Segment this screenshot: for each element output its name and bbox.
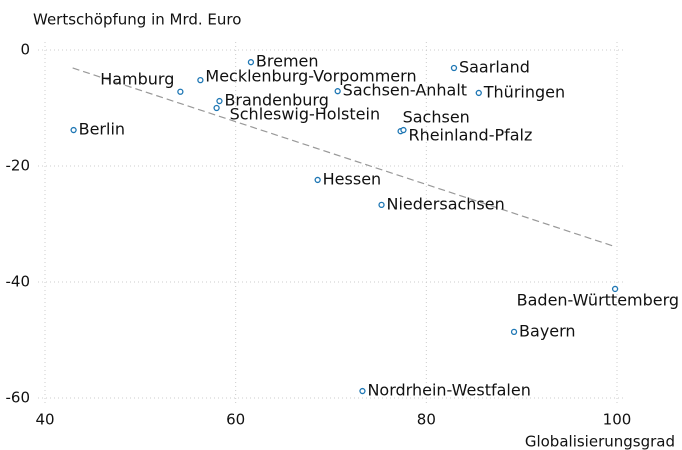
y-tick-label: -60 [6, 389, 31, 407]
point-label: Sachsen-Anhalt [343, 81, 467, 100]
point [216, 97, 223, 105]
point-label: Hamburg [100, 69, 174, 88]
point-label: Bayern [519, 321, 576, 340]
point-label: Niedersachsen [387, 194, 505, 213]
x-tick-label: 60 [226, 411, 245, 429]
point [70, 126, 77, 134]
point [359, 387, 366, 395]
point-label: Rheinland-Pfalz [408, 126, 532, 145]
point-label: Bremen [256, 52, 319, 71]
point-label: Mecklenburg-Vorpommern [205, 67, 416, 86]
point-label: Nordrhein-Westfalen [367, 381, 530, 400]
point-label: Brandenburg [224, 91, 328, 110]
x-tick-label: 100 [603, 411, 632, 429]
y-tick-label: -40 [6, 273, 31, 291]
point-label: Berlin [79, 120, 125, 139]
x-tick-label: 80 [417, 411, 436, 429]
point [177, 88, 184, 95]
point [197, 77, 204, 84]
x-tick-label: 40 [35, 411, 54, 429]
trend-line [72, 67, 616, 248]
point-label: Saarland [459, 57, 530, 76]
point-label: Baden-Württemberg [517, 290, 679, 309]
point-label: Schleswig-Holstein [230, 105, 380, 124]
point-label: Hessen [323, 169, 382, 188]
y-tick-label: 0 [20, 41, 30, 59]
point [378, 201, 385, 209]
point [213, 104, 220, 112]
y-tick-label: -20 [6, 157, 31, 175]
point [314, 176, 321, 184]
point [450, 64, 458, 72]
point [475, 89, 482, 97]
point [247, 59, 255, 66]
point [510, 328, 518, 336]
point-label: Thüringen [483, 82, 565, 101]
point [400, 126, 407, 134]
point [611, 285, 619, 293]
y-axis-title: Wertschöpfung in Mrd. Euro [33, 11, 241, 29]
x-axis-title: Globalisierungsgrad [525, 433, 675, 450]
point-label: Sachsen [403, 108, 470, 127]
point [334, 88, 341, 95]
